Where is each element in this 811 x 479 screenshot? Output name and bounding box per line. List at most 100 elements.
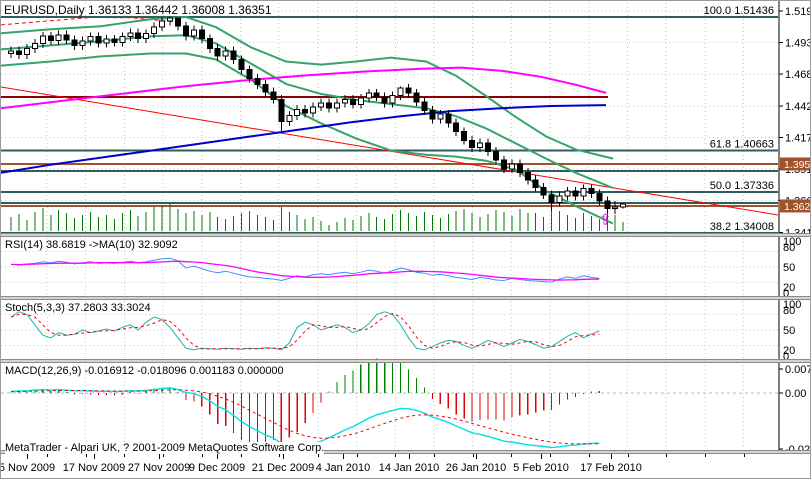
- candlestick: [413, 92, 420, 103]
- candlestick: [588, 188, 595, 195]
- panel-divider-3[interactable]: [1, 359, 810, 363]
- candlestick: [111, 38, 118, 43]
- candlestick: [524, 172, 531, 181]
- date-minor-tick: [550, 454, 552, 457]
- candlestick: [485, 142, 491, 152]
- candlestick: [365, 92, 372, 99]
- date-major-tick: [343, 454, 344, 459]
- rsi-indicator-label: RSI(14) 38.6819 ->MA(10) 32.9092: [5, 239, 178, 251]
- date-major-tick: [541, 454, 542, 459]
- candlestick: [294, 108, 301, 116]
- candlestick: [572, 190, 579, 197]
- fibonacci-level-label: 100.0 1.51436: [704, 5, 774, 17]
- candlestick: [31, 43, 38, 50]
- candlestick: [286, 114, 293, 123]
- candlestick: [469, 139, 476, 149]
- candlestick: [159, 20, 166, 28]
- candlestick: [143, 33, 150, 40]
- date-major-tick: [159, 454, 160, 459]
- date-axis-label: 27 Nov 2009: [127, 462, 191, 474]
- stoch-indicator-label: Stoch(5,3,3) 37.2803 33.3024: [5, 302, 151, 314]
- date-major-tick: [27, 454, 28, 459]
- rsi-axis-label: 80: [783, 242, 795, 254]
- candlestick: [373, 92, 380, 98]
- date-axis-label: 4 Jan 2010: [315, 462, 371, 474]
- rsi-ma-line: [10, 260, 600, 281]
- date-minor-tick: [704, 454, 706, 457]
- candlestick: [604, 200, 611, 209]
- stoch-axis-label: 20: [783, 345, 795, 357]
- date-axis-label: 9 Dec 2009: [188, 462, 246, 474]
- candlestick: [437, 113, 444, 120]
- price-axis-label: 1.44275: [785, 101, 811, 113]
- price-axis-label: 1.46825: [785, 69, 811, 81]
- candlestick: [174, 17, 181, 27]
- candlestick: [333, 102, 340, 109]
- panel-divider-2[interactable]: [1, 296, 810, 300]
- rsi-axis-label: 50: [783, 262, 795, 274]
- rsi-axis-label: 0: [783, 288, 789, 300]
- chart-title-overlay: EURUSD,Daily 1.36133 1.36442 1.36008 1.3…: [4, 3, 272, 17]
- candlestick: [620, 203, 627, 208]
- date-minor-tick: [395, 454, 397, 457]
- fibonacci-level-label: 61.8 1.40663: [710, 139, 774, 151]
- candlestick: [564, 190, 571, 197]
- date-minor-tick: [240, 454, 242, 457]
- candlestick: [556, 195, 563, 203]
- candlestick: [318, 102, 325, 108]
- candlestick: [445, 113, 452, 124]
- stoch-axis-label: 50: [783, 325, 795, 337]
- candlestick: [8, 50, 14, 54]
- candlestick: [190, 29, 197, 37]
- price-axis-label: 1.49375: [785, 38, 811, 50]
- candlestick: [103, 38, 110, 44]
- candlestick: [55, 34, 62, 41]
- candlestick: [326, 102, 332, 109]
- candlestick: [39, 35, 46, 45]
- date-minor-tick: [743, 454, 745, 457]
- date-major-tick: [476, 454, 477, 459]
- candlestick: [270, 91, 277, 100]
- date-major-tick: [409, 454, 410, 459]
- date-major-tick: [611, 454, 612, 459]
- candlestick: [429, 110, 436, 120]
- date-minor-tick: [588, 454, 590, 457]
- macd-axis-label: 0.00: [785, 388, 806, 400]
- date-minor-tick: [317, 454, 319, 457]
- candlestick: [492, 150, 499, 161]
- date-minor-tick: [511, 454, 513, 457]
- panel-divider-4[interactable]: [1, 450, 810, 454]
- bollinger-middle-band: [1, 34, 614, 189]
- stochastic-k-line: [10, 311, 600, 351]
- candlestick: [278, 98, 285, 123]
- macd-axis-label: 0.00705: [785, 364, 811, 376]
- candlestick: [532, 179, 539, 188]
- candlestick: [516, 163, 523, 174]
- date-minor-tick: [279, 454, 281, 457]
- copyright-text: MetaTrader - Alpari UK, ? 2001-2009 Meta…: [5, 442, 325, 454]
- candlestick: [79, 40, 86, 46]
- date-minor-tick: [356, 454, 358, 457]
- date-major-tick: [283, 454, 284, 459]
- candlestick: [198, 29, 205, 40]
- date-minor-tick: [472, 454, 474, 457]
- candlestick: [508, 163, 515, 170]
- stoch-axis-label: 80: [783, 305, 795, 317]
- chart-canvas[interactable]: 100.0 1.51436 61.8 1.40663 50.0 1.37336 38.…: [1, 1, 811, 452]
- candlestick: [95, 36, 102, 44]
- price-axis-label: 1.41725: [785, 132, 811, 144]
- macd-axis-label: -0.02033: [785, 444, 811, 452]
- date-major-tick: [94, 454, 95, 459]
- date-axis-label: 21 Dec 2009: [251, 462, 315, 474]
- candlestick: [214, 48, 221, 57]
- candlestick: [47, 35, 54, 41]
- candlestick: [461, 131, 468, 141]
- bollinger-upper-band: [1, 15, 614, 160]
- candlestick: [246, 69, 253, 79]
- candlestick: [612, 206, 619, 209]
- date-axis-label: 17 Feb 2010: [580, 462, 642, 474]
- candlestick: [127, 32, 134, 38]
- date-axis: 5 Nov 2009 17 Nov 2009 27 Nov 2009 9 Dec 20…: [1, 454, 810, 478]
- date-minor-tick: [163, 454, 165, 457]
- panel-divider-1[interactable]: [1, 233, 810, 237]
